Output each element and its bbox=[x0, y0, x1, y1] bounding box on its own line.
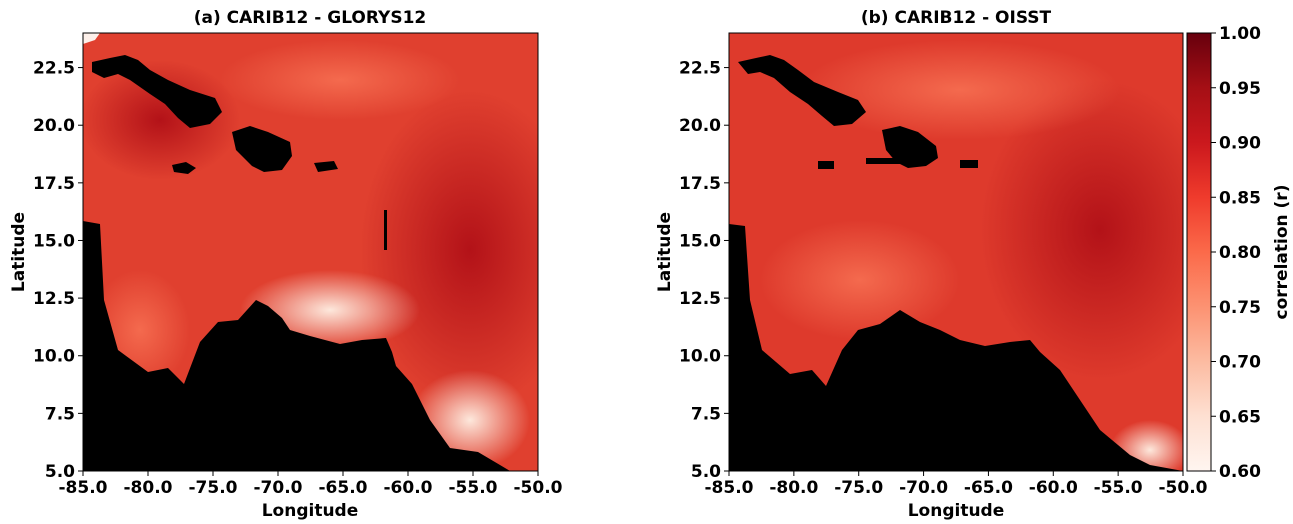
panel-a-xtick-label: -65.0 bbox=[319, 478, 368, 498]
colorbar-tick-label: 0.60 bbox=[1219, 462, 1261, 482]
panel-a-land-lesser-antilles bbox=[384, 210, 387, 250]
panel-a-xtick-label: -55.0 bbox=[449, 478, 498, 498]
panel-b-land-haiti-strip bbox=[866, 158, 906, 164]
panel-a-ytick-label: 7.5 bbox=[45, 404, 75, 424]
panel-b-land-south-america bbox=[729, 224, 1183, 471]
panel-a-frame bbox=[82, 32, 539, 472]
panel-a-land-florida bbox=[83, 33, 100, 44]
panel-a-xtick-label: -70.0 bbox=[254, 478, 303, 498]
panel-a-land-jamaica bbox=[172, 162, 196, 174]
panel-a-ytick-label: 20.0 bbox=[33, 116, 75, 136]
colorbar-tick-label: 0.85 bbox=[1219, 188, 1261, 208]
colorbar-tick-label: 0.80 bbox=[1219, 243, 1261, 263]
panel-b-x-axis: -85.0 -80.0 -75.0 -70.0 -65.0 -60.0 -55.0 -50.0 bbox=[705, 471, 1208, 498]
panel-b-xtick-label: -60.0 bbox=[1029, 478, 1078, 498]
panel-b: (b) CARIB12 - OISST -85.0 -80.0 -75.0 -70.0… bbox=[655, 8, 1208, 521]
panel-b-map bbox=[729, 33, 1183, 471]
colorbar-tick-label: 1.00 bbox=[1219, 24, 1261, 44]
panel-a-xtick-label: -85.0 bbox=[59, 478, 108, 498]
panel-a-xtick-label: -60.0 bbox=[384, 478, 433, 498]
panel-b-xtick-label: -80.0 bbox=[769, 478, 818, 498]
panel-a-ytick-label: 12.5 bbox=[33, 289, 75, 309]
panel-a-land-puerto-rico bbox=[314, 161, 338, 172]
colorbar-gradient bbox=[1186, 32, 1212, 472]
panel-a-ytick-label: 10.0 bbox=[33, 347, 75, 367]
panel-b-xtick-label: -50.0 bbox=[1159, 478, 1208, 498]
panel-a-ylabel: Latitude bbox=[9, 212, 29, 292]
panel-a-ytick-label: 22.5 bbox=[33, 59, 75, 79]
panel-a-x-axis: -85.0 -80.0 -75.0 -70.0 -65.0 -60.0 -55.0 -50.0 bbox=[59, 471, 563, 498]
colorbar-tick-label: 0.90 bbox=[1219, 134, 1261, 154]
panel-a-y-axis: 5.0 7.5 10.0 12.5 15.0 17.5 20.0 22.5 bbox=[33, 59, 83, 482]
panel-b-xtick-label: -65.0 bbox=[964, 478, 1013, 498]
panel-b-ytick-label: 10.0 bbox=[679, 347, 721, 367]
panel-a-land-hispaniola bbox=[232, 126, 292, 172]
panel-b-y-axis: 5.0 7.5 10.0 12.5 15.0 17.5 20.0 22.5 bbox=[679, 59, 729, 482]
panel-b-xtick-label: -75.0 bbox=[834, 478, 883, 498]
panel-b-xlabel: Longitude bbox=[908, 501, 1005, 521]
panel-b-xtick-label: -55.0 bbox=[1094, 478, 1143, 498]
colorbar-tick-label: 0.95 bbox=[1219, 79, 1261, 99]
panel-b-ytick-label: 20.0 bbox=[679, 116, 721, 136]
panel-a-ytick-label: 5.0 bbox=[45, 462, 75, 482]
panel-b-title: (b) CARIB12 - OISST bbox=[861, 8, 1052, 28]
panel-b-light-central bbox=[760, 220, 960, 340]
panel-a-xtick-label: -50.0 bbox=[514, 478, 563, 498]
panel-a-land-south-america bbox=[83, 221, 510, 471]
panel-b-ytick-label: 5.0 bbox=[691, 462, 721, 482]
panel-a-xlabel: Longitude bbox=[262, 501, 359, 521]
panel-b-land-puerto-rico bbox=[960, 160, 978, 168]
colorbar-tick-label: 0.75 bbox=[1219, 298, 1261, 318]
panel-a-xtick-label: -80.0 bbox=[124, 478, 173, 498]
panel-b-high-corr-east bbox=[980, 80, 1183, 380]
panel-b-ytick-label: 15.0 bbox=[679, 231, 721, 251]
panel-b-ytick-label: 17.5 bbox=[679, 174, 721, 194]
panel-b-ylabel: Latitude bbox=[655, 212, 675, 292]
panel-b-land-hispaniola bbox=[882, 126, 938, 168]
panel-b-xtick-label: -85.0 bbox=[705, 478, 754, 498]
panel-a-high-corr-northwest bbox=[83, 60, 240, 180]
panel-a-land-cuba bbox=[92, 55, 222, 128]
panel-a-ytick-label: 17.5 bbox=[33, 174, 75, 194]
panel-b-ytick-label: 22.5 bbox=[679, 59, 721, 79]
panel-a-xtick-label: -75.0 bbox=[189, 478, 238, 498]
panel-a-ytick-label: 15.0 bbox=[33, 231, 75, 251]
panel-b-light-north bbox=[800, 40, 1120, 140]
panel-b-ytick-label: 7.5 bbox=[691, 404, 721, 424]
panel-b-frame bbox=[728, 32, 1184, 472]
panel-b-land-jamaica bbox=[818, 161, 834, 169]
colorbar-ticks: 0.60 0.65 0.70 0.75 0.80 0.85 0.90 0.95 1.00 bbox=[1211, 24, 1261, 482]
panel-b-land-cuba bbox=[738, 55, 866, 126]
colorbar-tick-label: 0.65 bbox=[1219, 407, 1261, 427]
panel-b-xtick-label: -70.0 bbox=[899, 478, 948, 498]
panel-a: (a) CARIB12 - GLORYS12 -85.0 -80.0 -75.0 -7… bbox=[9, 8, 563, 521]
colorbar-label: correlation (r) bbox=[1272, 185, 1292, 320]
panel-b-ytick-label: 12.5 bbox=[679, 289, 721, 309]
colorbar-tick-label: 0.70 bbox=[1219, 353, 1261, 373]
colorbar: 0.60 0.65 0.70 0.75 0.80 0.85 0.90 0.95 1.00 cor… bbox=[1186, 24, 1292, 482]
panel-a-light-north bbox=[220, 40, 460, 120]
panel-a-map bbox=[83, 33, 538, 471]
panel-a-title: (a) CARIB12 - GLORYS12 bbox=[194, 8, 427, 28]
